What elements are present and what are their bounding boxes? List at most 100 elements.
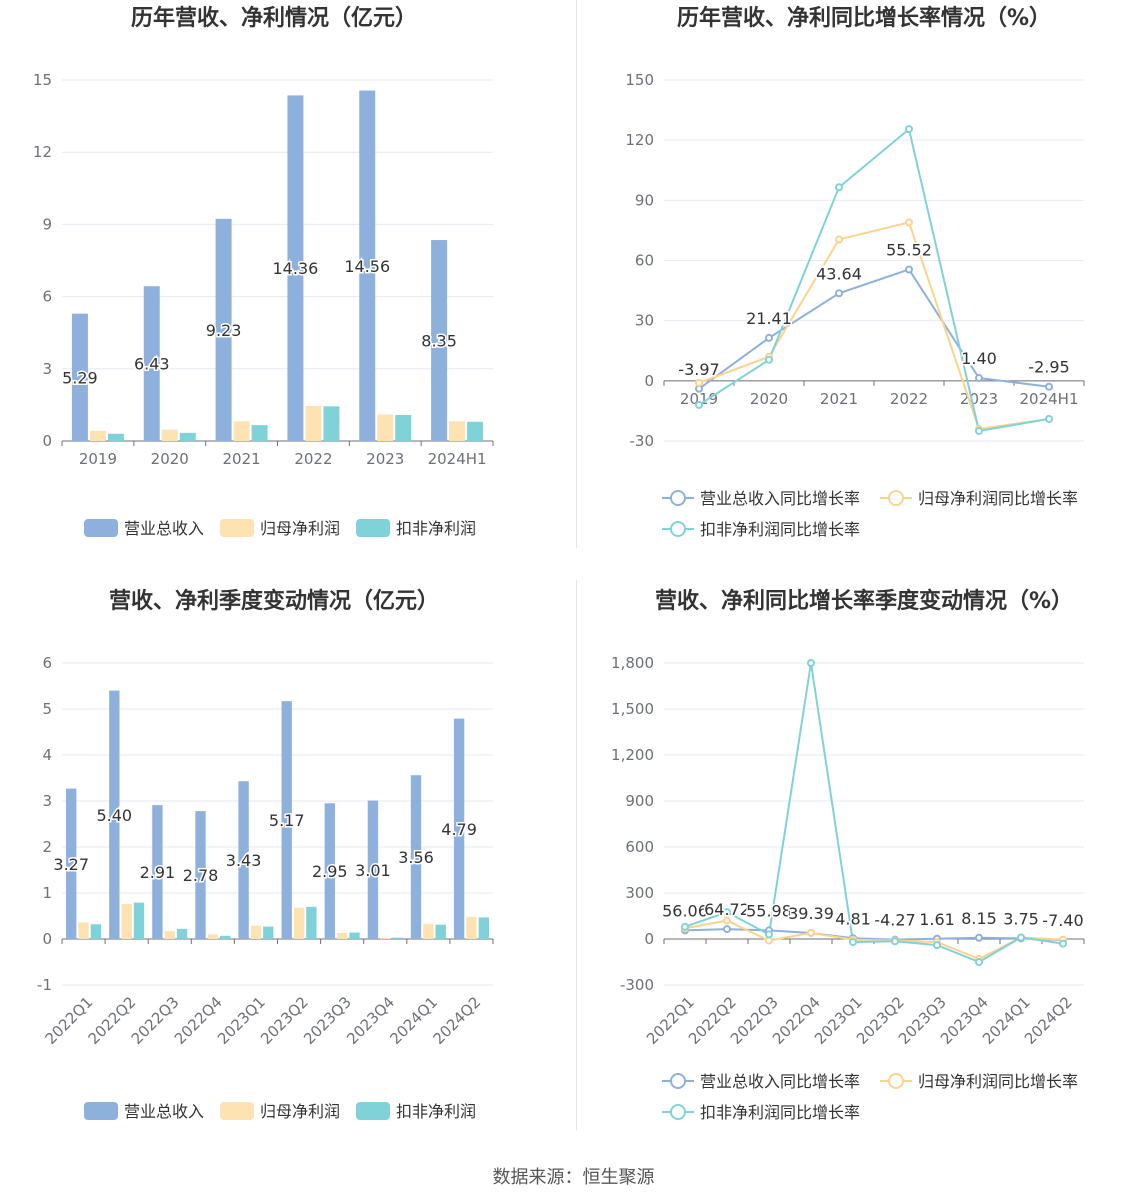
bar-net-profit [121, 904, 132, 939]
vertical-divider-top [576, 0, 577, 548]
y-tick-label: 300 [625, 884, 654, 902]
bar-deducted-profit [435, 924, 446, 939]
data-label: -3.97 [678, 360, 719, 379]
data-label: 14.36 [273, 259, 319, 278]
bar-revenue [453, 718, 465, 939]
quarterly-growth-rate-chart: 营收、净利同比增长率季度变动情况（%） -300 0 300 600 900 1,200 1,… [611, 588, 1085, 1122]
y-tick-label: 5 [42, 700, 52, 718]
legend-label: 营业总收入同比增长率 [700, 489, 860, 508]
bar-revenue [324, 803, 335, 939]
y-tick-label: 9 [42, 215, 52, 233]
series-line-net-profit [698, 221, 1050, 431]
bar-net-profit [466, 916, 477, 939]
point-deducted-profit [723, 908, 731, 917]
bar-revenue [281, 701, 292, 939]
bar-net-profit [78, 922, 89, 939]
y-tick-label: 150 [625, 71, 654, 89]
bar-revenue [66, 788, 77, 939]
point-net-profit [807, 928, 815, 937]
y-tick-label: 120 [625, 131, 654, 149]
data-label: 4.79 [441, 820, 477, 839]
bar-revenue [143, 286, 160, 441]
y-tick-label: 12 [33, 143, 52, 161]
y-tick-label: 0 [644, 930, 654, 948]
data-label: 5.17 [269, 811, 305, 830]
legend-swatch [356, 519, 390, 537]
legend-label: 扣非净利润 [396, 519, 476, 538]
legend-label: 归母净利润 [260, 519, 340, 538]
point-deducted-profit [807, 659, 815, 667]
bar-revenue [431, 240, 448, 441]
bar-revenue [152, 805, 163, 939]
bar-revenue [359, 90, 376, 442]
bar-deducted-profit [251, 425, 268, 441]
y-tick-label: 3 [42, 792, 52, 810]
bar-deducted-profit [220, 935, 231, 939]
data-label: 55.52 [886, 240, 932, 259]
point-deducted-profit [905, 125, 913, 134]
y-tick-label: 15 [33, 71, 52, 89]
point-deducted-profit [695, 400, 703, 409]
bar-deducted-profit [107, 433, 124, 441]
data-label: 43.64 [816, 264, 862, 283]
data-label: 3.75 [1003, 909, 1039, 928]
y-tick-label: 6 [42, 654, 52, 672]
point-net-profit [723, 916, 731, 925]
point-deducted-profit [975, 426, 983, 435]
point-deducted-profit [1045, 414, 1053, 423]
bar-deducted-profit [467, 421, 484, 441]
x-tick-label: 2022 [890, 390, 928, 408]
data-label: 2.95 [312, 862, 348, 881]
legend-label: 扣非净利润同比增长率 [700, 1103, 860, 1122]
bar-deducted-profit [478, 917, 489, 939]
data-label: 21.41 [746, 309, 792, 328]
bar-net-profit [380, 938, 391, 939]
y-tick-label: -300 [620, 976, 654, 994]
legend-label: 营业总收入 [124, 1102, 204, 1121]
point-deducted-profit [1059, 939, 1067, 948]
legend-swatch [84, 519, 118, 537]
point-deducted-profit [681, 922, 689, 931]
x-tick-label: 2024Q2 [429, 993, 484, 1048]
point-revenue [975, 374, 983, 383]
bar-deducted-profit [176, 928, 188, 939]
y-tick-label: -1 [37, 976, 52, 994]
chart-title: 营收、净利季度变动情况（亿元） [109, 588, 439, 614]
chart-title: 历年营收、净利情况（亿元） [131, 5, 417, 31]
annual-growth-rate-chart: 历年营收、净利同比增长率情况（%） -30 0 30 60 90 120 150 2019 202… [625, 5, 1085, 539]
y-tick-label: 3 [42, 360, 52, 378]
x-tick-label: 2019 [79, 450, 117, 468]
legend-label: 归母净利润同比增长率 [918, 1072, 1078, 1091]
data-label: 55.98 [746, 901, 792, 920]
y-tick-label: 1 [42, 884, 52, 902]
legend-marker [888, 1073, 904, 1089]
bar-net-profit [164, 931, 175, 939]
data-label: 5.29 [62, 368, 98, 387]
legend-label: 归母净利润同比增长率 [918, 489, 1078, 508]
series-line-deducted-profit [684, 662, 1064, 964]
bar-revenue [109, 690, 120, 939]
point-revenue [835, 289, 843, 298]
data-label: 3.01 [355, 861, 391, 880]
y-tick-label: 2 [42, 838, 52, 856]
bar-net-profit [250, 925, 262, 939]
bar-revenue [71, 313, 88, 441]
bar-revenue [195, 811, 206, 939]
bar-revenue [215, 218, 232, 441]
series-line-net-profit [684, 919, 1064, 961]
data-label: 1.61 [919, 910, 955, 929]
bar-net-profit [336, 933, 348, 939]
y-tick-label: 90 [635, 191, 654, 209]
point-deducted-profit [1017, 933, 1025, 942]
legend-marker [888, 490, 904, 506]
data-label: 8.35 [421, 332, 457, 351]
data-label: 8.15 [961, 909, 997, 928]
data-label: 6.43 [134, 355, 170, 374]
point-deducted-profit [765, 355, 773, 364]
legend-label: 扣非净利润同比增长率 [700, 520, 860, 539]
series-line-revenue [698, 268, 1050, 390]
y-tick-label: 0 [42, 930, 52, 948]
data-label: -7.40 [1042, 911, 1083, 930]
legend-label: 营业总收入 [124, 519, 204, 538]
